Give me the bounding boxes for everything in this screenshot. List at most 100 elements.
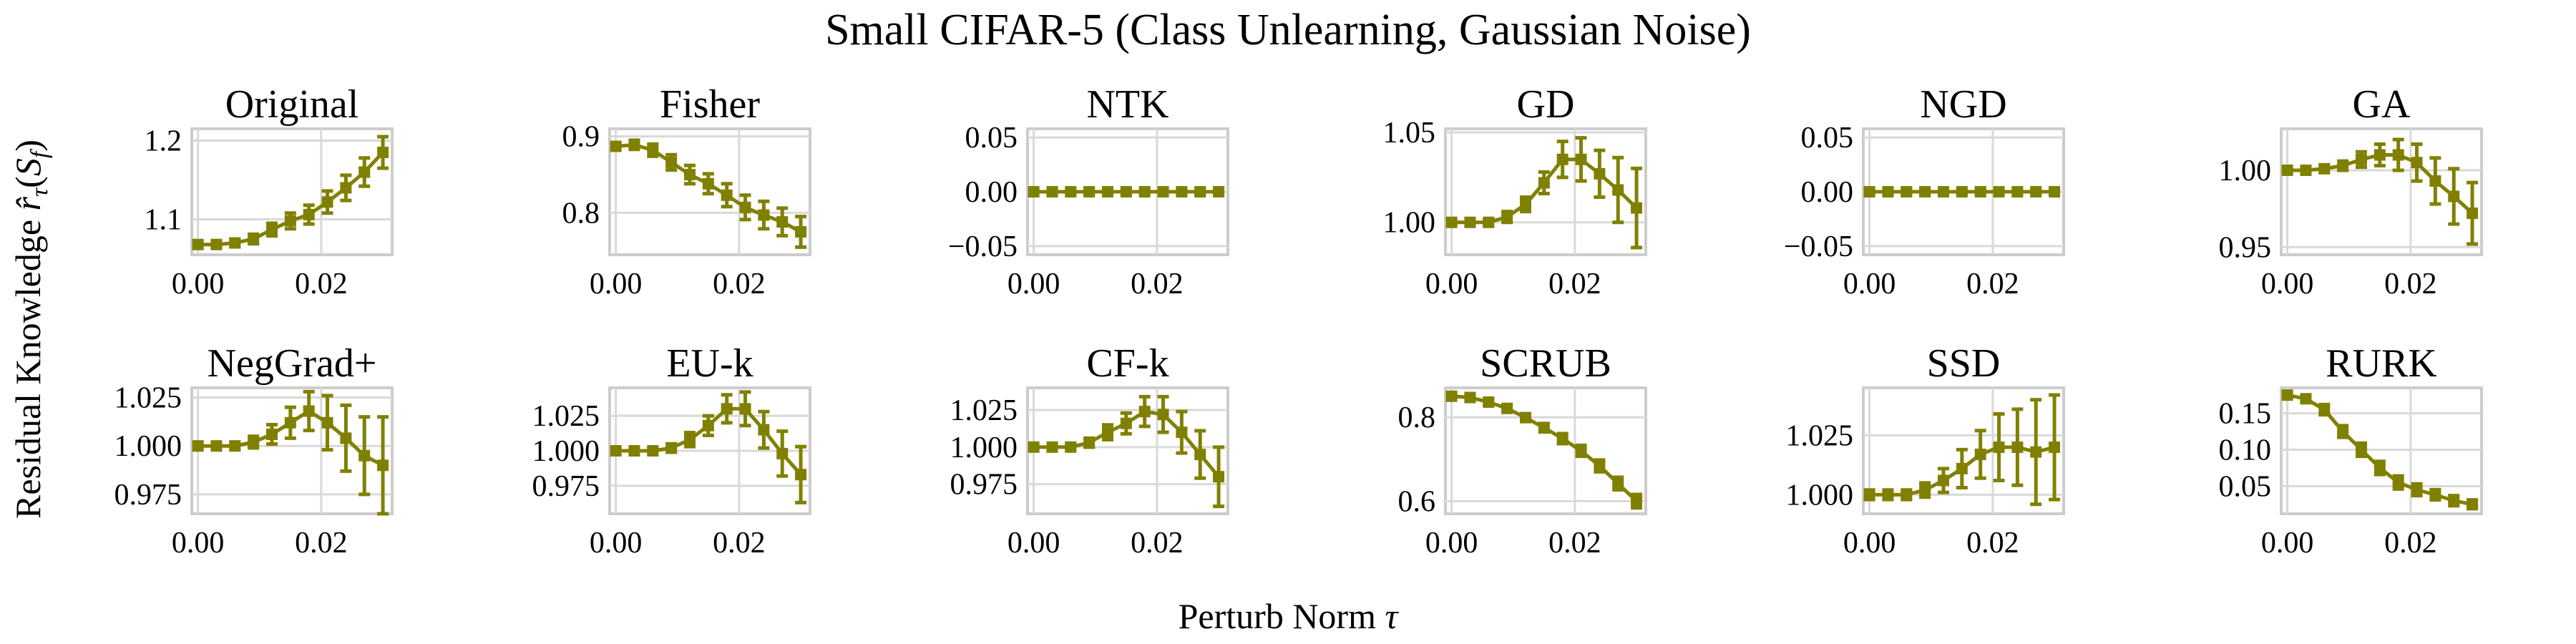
x-tick-label: 0.00 xyxy=(1843,527,1896,560)
data-point xyxy=(377,459,389,472)
data-point xyxy=(284,416,296,429)
data-point xyxy=(2337,426,2349,438)
y-tick-label: 1.025 xyxy=(114,382,182,415)
plot-frame xyxy=(2280,386,2483,515)
data-point xyxy=(1138,406,1151,418)
data-point xyxy=(229,237,241,249)
data-point xyxy=(2392,149,2404,161)
plot-frame xyxy=(1444,386,1647,515)
panel-title: CF-k xyxy=(1086,341,1169,386)
panel-10: 0.00 0.02 1.000 1.025 SSD xyxy=(1786,341,2065,560)
data-point xyxy=(2411,484,2423,496)
data-point xyxy=(1157,409,1169,421)
data-point xyxy=(284,215,296,227)
x-tick-label: 0.00 xyxy=(1425,527,1478,560)
data-point xyxy=(1483,396,1495,408)
data-point xyxy=(2411,157,2423,169)
data-point xyxy=(739,201,751,213)
data-point xyxy=(1631,202,1643,214)
data-point xyxy=(1556,153,1568,165)
y-tick-label: 1.00 xyxy=(1383,207,1436,240)
data-point xyxy=(2373,149,2386,161)
data-point xyxy=(1213,186,1225,197)
data-point xyxy=(1028,441,1040,453)
panel-title: RURK xyxy=(2326,341,2437,386)
x-tick-label: 0.00 xyxy=(1008,268,1060,301)
data-point xyxy=(647,445,659,457)
y-tick-label: 0.975 xyxy=(114,479,182,512)
data-point xyxy=(2448,190,2460,203)
panel-1: 0.00 0.02 0.8 0.9 Fisher xyxy=(562,82,811,301)
data-point xyxy=(702,177,714,190)
data-point xyxy=(1176,186,1188,197)
data-point xyxy=(2448,494,2460,507)
x-tick-label: 0.02 xyxy=(295,268,348,301)
data-point xyxy=(248,233,260,245)
panel-title: NTK xyxy=(1086,82,1169,127)
y-tick-label: 0.9 xyxy=(562,121,600,154)
x-tick-label: 0.02 xyxy=(713,527,766,560)
data-point xyxy=(229,440,241,452)
x-tick-label: 0.00 xyxy=(2261,268,2314,301)
data-point xyxy=(721,189,733,201)
panel-5: 0.00 0.02 0.95 1.00 GA xyxy=(2219,82,2483,301)
panel-11: 0.00 0.02 0.050.100.15 RURK xyxy=(2219,341,2483,560)
y-tick-label: 0.00 xyxy=(965,176,1018,209)
data-point xyxy=(2318,404,2331,416)
y-tick-label: 1.000 xyxy=(114,430,182,463)
y-tick-label: 0.975 xyxy=(950,469,1018,502)
data-point xyxy=(702,419,714,431)
y-tick-label: 1.025 xyxy=(950,394,1018,427)
data-point xyxy=(340,432,352,444)
data-point xyxy=(340,182,352,194)
data-point xyxy=(1520,411,1531,424)
data-point xyxy=(2049,186,2061,197)
y-tick-label: −0.05 xyxy=(948,230,1018,263)
data-point xyxy=(1575,445,1587,457)
y-tick-label: 1.000 xyxy=(1786,479,1854,512)
data-point xyxy=(1974,186,1986,197)
data-point xyxy=(1594,167,1606,180)
data-point xyxy=(1901,489,1913,501)
y-tick-label: 1.05 xyxy=(1383,117,1436,150)
panel-6: 0.00 0.02 0.975 1.000 1.025 NegGrad+ xyxy=(114,341,394,560)
data-point xyxy=(2300,164,2312,176)
data-point xyxy=(2030,446,2042,458)
data-point xyxy=(358,449,371,462)
x-tick-label: 0.00 xyxy=(2261,527,2314,560)
data-point xyxy=(665,156,678,168)
data-point xyxy=(1956,186,1968,197)
y-tick-label: 1.000 xyxy=(532,435,600,468)
panel-title: EU-k xyxy=(666,341,753,386)
y-tick-label: 0.15 xyxy=(2219,398,2272,431)
data-point xyxy=(358,166,371,178)
data-point xyxy=(2030,186,2042,197)
data-point xyxy=(1538,177,1550,189)
data-point xyxy=(1956,462,1968,474)
data-point xyxy=(647,144,659,156)
data-point xyxy=(665,442,678,454)
data-point xyxy=(1974,448,1986,460)
x-tick-label: 0.02 xyxy=(295,527,348,560)
data-point xyxy=(758,424,770,436)
data-point xyxy=(1120,417,1132,429)
data-point xyxy=(1863,186,1875,197)
data-point xyxy=(1464,216,1476,228)
panel-8: 0.00 0.02 0.975 1.000 1.025 CF-k xyxy=(950,341,1229,560)
data-point xyxy=(1594,460,1606,472)
data-point xyxy=(1464,391,1476,404)
y-axis-label-text: Residual Knowledge r̂τ(Sf) xyxy=(8,140,53,519)
data-point xyxy=(795,469,807,481)
panel-2: 0.00 0.02 −0.05 0.00 0.05 NTK xyxy=(948,82,1229,301)
data-point xyxy=(1445,390,1458,402)
data-point xyxy=(266,223,278,235)
y-tick-label: 1.025 xyxy=(532,400,600,433)
data-point xyxy=(1445,216,1458,228)
y-tick-label: 0.05 xyxy=(965,122,1018,155)
data-point xyxy=(303,208,315,220)
x-tick-label: 0.00 xyxy=(1008,527,1060,560)
data-point xyxy=(2373,462,2386,474)
data-point xyxy=(1501,402,1513,414)
y-tick-label: 0.6 xyxy=(1398,485,1436,518)
